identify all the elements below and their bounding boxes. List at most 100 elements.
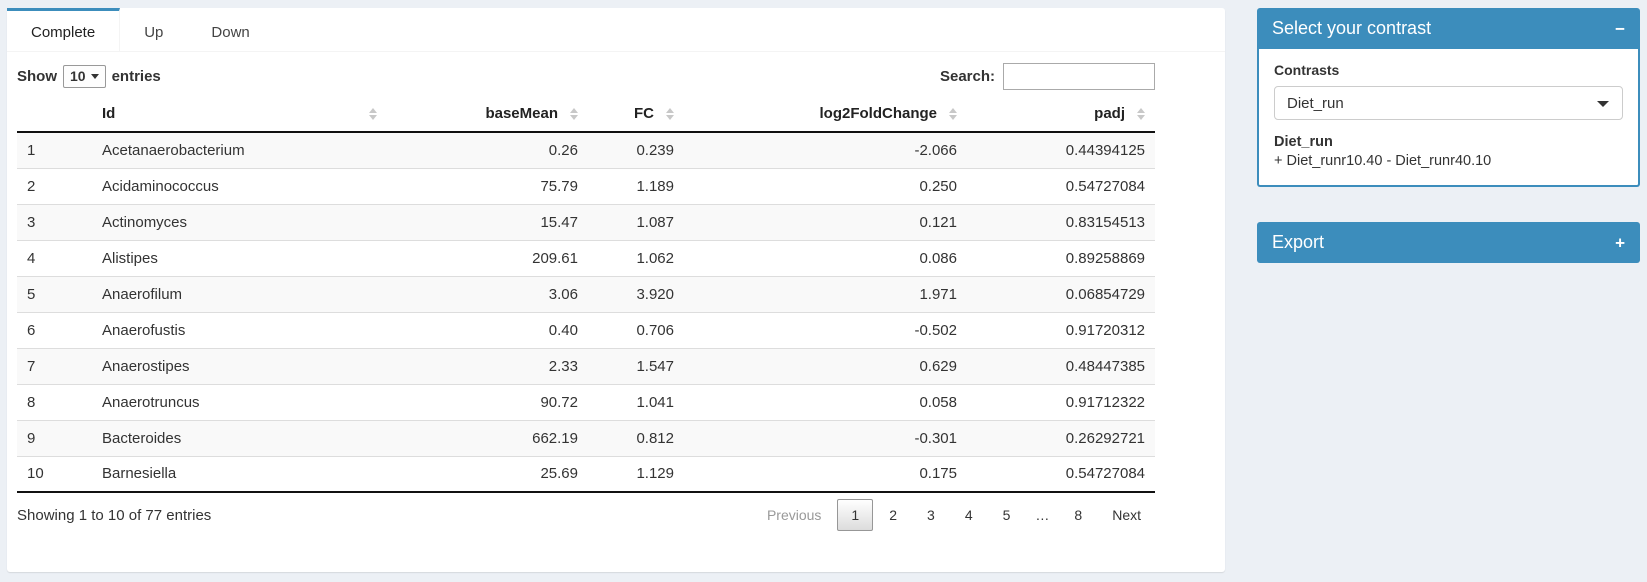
table-body: 1 Acetanaerobacterium 0.26 0.239 -2.066 0.443… — [17, 132, 1155, 492]
table-row: 6 Anaerofustis 0.40 0.706 -0.502 0.91720312 — [17, 312, 1155, 348]
cell-log2FoldChange: -0.502 — [914, 321, 957, 339]
sort-icon — [570, 107, 578, 120]
cell-num: 6 — [27, 321, 36, 339]
contrast-select[interactable]: Diet_run — [1274, 86, 1623, 120]
cell-log2FoldChange: 1.971 — [919, 285, 957, 303]
cell-fc: 1.189 — [636, 177, 674, 195]
cell-num: 8 — [27, 393, 36, 411]
cell-id: Bacteroides — [102, 429, 182, 447]
page-length-select[interactable]: 10 — [63, 64, 106, 88]
cell-padj: 0.91720312 — [1065, 321, 1145, 339]
cell-baseMean: 0.26 — [548, 141, 578, 159]
chevron-down-icon — [90, 73, 99, 79]
table-row: 4 Alistipes 209.61 1.062 0.086 0.89258869 — [17, 240, 1155, 276]
cell-baseMean: 662.19 — [532, 429, 578, 447]
cell-log2FoldChange: 0.121 — [919, 213, 957, 231]
cell-fc: 1.129 — [636, 465, 674, 483]
column-label: Id — [102, 105, 116, 122]
cell-num: 5 — [27, 285, 36, 303]
cell-log2FoldChange: 0.058 — [919, 393, 957, 411]
results-tab-box: Complete Up Down Show 10 entries Search: — [7, 8, 1225, 572]
export-box-header: Export + — [1257, 222, 1640, 263]
cell-padj: 0.83154513 — [1065, 213, 1145, 231]
sort-icon — [1137, 107, 1145, 120]
expand-plus-icon[interactable]: + — [1615, 233, 1625, 252]
table-row: 9 Bacteroides 662.19 0.812 -0.301 0.26292721 — [17, 420, 1155, 456]
column-header-id[interactable]: Id — [92, 96, 387, 133]
tab-down[interactable]: Down — [211, 24, 250, 41]
table-row: 7 Anaerostipes 2.33 1.547 0.629 0.48447385 — [17, 348, 1155, 384]
cell-log2FoldChange: 0.175 — [919, 465, 957, 483]
export-box-title: Export — [1272, 232, 1325, 252]
cell-id: Acidaminococcus — [102, 177, 219, 195]
contrast-box: Select your contrast − Contrasts Diet_ru… — [1257, 8, 1640, 187]
page-button-1[interactable]: 1 — [837, 499, 874, 531]
cell-padj: 0.06854729 — [1065, 285, 1145, 303]
cell-baseMean: 2.33 — [548, 357, 578, 375]
column-label: baseMean — [485, 105, 558, 122]
collapse-minus-icon[interactable]: − — [1615, 19, 1625, 38]
table-footer: Showing 1 to 10 of 77 entries Previous 1 2… — [17, 499, 1155, 531]
cell-baseMean: 90.72 — [540, 393, 578, 411]
sort-icon — [949, 107, 957, 120]
column-header-basemean[interactable]: baseMean — [387, 96, 588, 133]
column-header-padj[interactable]: padj — [967, 96, 1155, 133]
column-header-log2foldchange[interactable]: log2FoldChange — [684, 96, 967, 133]
cell-fc: 0.812 — [636, 429, 674, 447]
page-button-5[interactable]: 5 — [1002, 507, 1011, 523]
cell-num: 4 — [27, 249, 36, 267]
tab-up[interactable]: Up — [144, 24, 164, 41]
table-row: 1 Acetanaerobacterium 0.26 0.239 -2.066 0.443… — [17, 132, 1155, 168]
page-button-8[interactable]: 8 — [1074, 507, 1083, 523]
cell-id: Barnesiella — [102, 465, 177, 483]
cell-baseMean: 75.79 — [540, 177, 578, 195]
column-header-fc[interactable]: FC — [588, 96, 684, 133]
search-input[interactable] — [1003, 62, 1155, 90]
contrast-name: Diet_run — [1274, 134, 1333, 150]
contrast-select-value: Diet_run — [1287, 94, 1344, 112]
cell-log2FoldChange: 0.250 — [919, 177, 957, 195]
table-toolbar: Show 10 entries Search: — [17, 62, 1155, 90]
search-label: Search: — [939, 67, 995, 85]
cell-padj: 0.44394125 — [1065, 141, 1145, 159]
cell-baseMean: 0.40 — [548, 321, 578, 339]
cell-id: Anaerotruncus — [102, 393, 200, 411]
cell-num: 2 — [27, 177, 36, 195]
contrast-box-title: Select your contrast — [1272, 18, 1432, 38]
cell-num: 3 — [27, 213, 36, 231]
page-button-4[interactable]: 4 — [964, 507, 973, 523]
contrasts-label: Contrasts — [1274, 62, 1340, 78]
cell-baseMean: 15.47 — [540, 213, 578, 231]
cell-padj: 0.54727084 — [1065, 465, 1145, 483]
page-button-3[interactable]: 3 — [927, 507, 935, 523]
cell-padj: 0.26292721 — [1065, 429, 1145, 447]
page-button-2[interactable]: 2 — [889, 507, 898, 523]
cell-id: Alistipes — [102, 249, 158, 267]
dropdown-caret-icon — [1597, 101, 1609, 107]
cell-id: Acetanaerobacterium — [102, 141, 245, 159]
table-row: 8 Anaerotruncus 90.72 1.041 0.058 0.91712322 — [17, 384, 1155, 420]
next-page-button[interactable]: Next — [1112, 507, 1141, 523]
table-row: 3 Actinomyces 15.47 1.087 0.121 0.83154513 — [17, 204, 1155, 240]
column-label: log2FoldChange — [819, 105, 938, 122]
column-label: padj — [1094, 105, 1125, 122]
cell-num: 9 — [27, 429, 36, 447]
table-row: 2 Acidaminococcus 75.79 1.189 0.250 0.5472708… — [17, 168, 1155, 204]
sort-icon — [666, 107, 674, 120]
entries-label: entries — [111, 67, 161, 85]
contrast-box-header: Select your contrast − — [1257, 8, 1640, 49]
contrast-formula: + Diet_runr10.40 - Diet_runr40.10 — [1274, 153, 1492, 169]
table-info: Showing 1 to 10 of 77 entries — [17, 506, 212, 524]
cell-padj: 0.89258869 — [1065, 249, 1145, 267]
tab-complete[interactable]: Complete — [7, 8, 121, 51]
cell-num: 10 — [27, 465, 44, 483]
results-tab-bar: Complete Up Down — [7, 8, 1225, 52]
cell-num: 7 — [27, 357, 36, 375]
cell-num: 1 — [27, 141, 36, 159]
cell-fc: 1.087 — [636, 213, 674, 231]
tab-panel-complete: Show 10 entries Search: Id baseMean FC log2… — [7, 52, 1165, 541]
cell-padj: 0.48447385 — [1065, 357, 1145, 375]
cell-baseMean: 209.61 — [532, 249, 578, 267]
table-row: 10 Barnesiella 25.69 1.129 0.175 0.54727084 — [17, 456, 1155, 492]
cell-log2FoldChange: 0.629 — [919, 357, 957, 375]
